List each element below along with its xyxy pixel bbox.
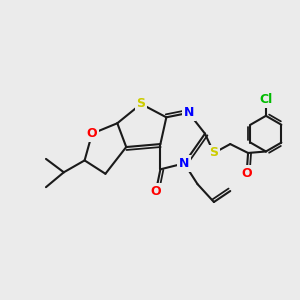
Text: O: O [241,167,252,180]
Text: O: O [151,184,161,197]
Text: O: O [87,127,98,140]
Text: S: S [209,146,218,160]
Text: S: S [136,98,146,110]
Text: Cl: Cl [259,93,272,106]
Text: N: N [184,106,194,119]
Text: N: N [179,157,189,170]
